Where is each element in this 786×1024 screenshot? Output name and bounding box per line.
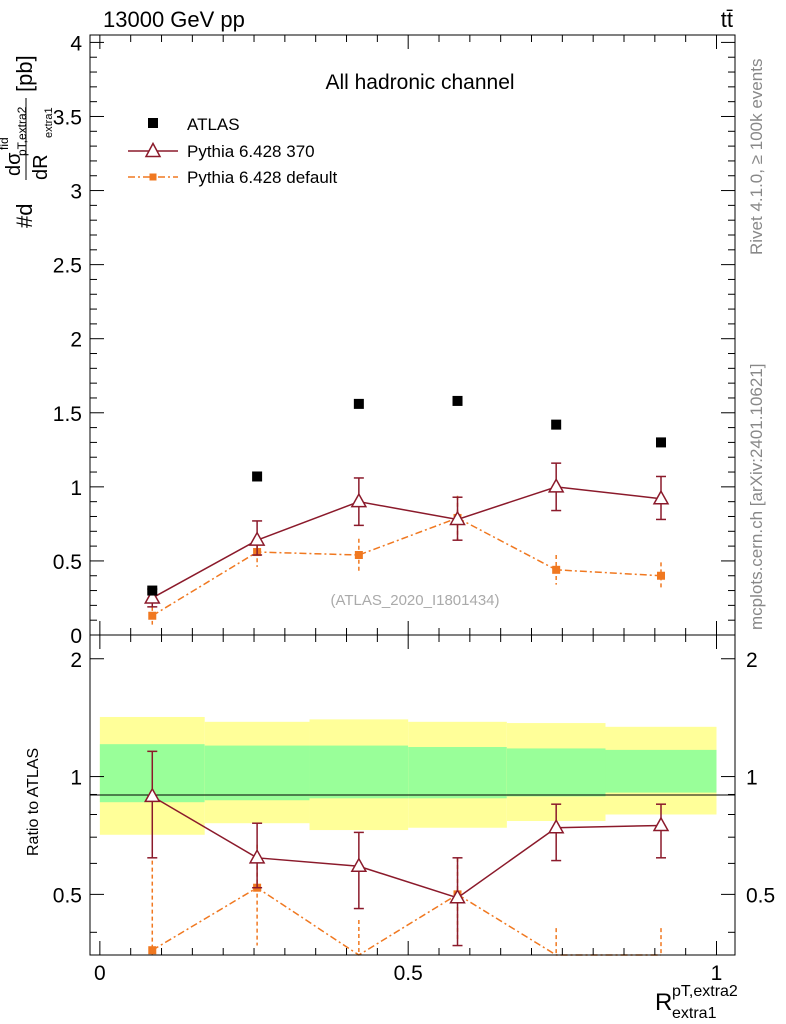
chart-title: All hadronic channel bbox=[325, 71, 514, 94]
pythia-370-point bbox=[350, 492, 368, 508]
xlabel-sub: extra1 bbox=[672, 1005, 717, 1022]
ratio-panel-frame bbox=[89, 634, 736, 956]
process-label: tt̄ bbox=[721, 7, 733, 32]
main-y-tick-label: 2 bbox=[70, 329, 82, 352]
pythia-370-point bbox=[547, 477, 565, 493]
atlas-point bbox=[656, 437, 667, 448]
legend-entry-atlas: ATLAS bbox=[148, 115, 240, 134]
main-y-tick-label: 2.5 bbox=[53, 255, 82, 278]
main-y-tick-label: 3.5 bbox=[53, 106, 82, 129]
ratio-y-tick-label-left: 1 bbox=[70, 767, 82, 790]
ratio-band-inner bbox=[309, 745, 409, 799]
pythia-default-point bbox=[657, 571, 666, 580]
main-series bbox=[144, 395, 670, 625]
pythia-370-point bbox=[449, 510, 466, 526]
ylabel-den-sub: extra1 bbox=[43, 107, 55, 138]
main-y-axis-label: #d dσ fid pT,extra2 dR extra1 [pb] bbox=[0, 55, 55, 228]
atlas-point bbox=[147, 585, 158, 596]
ratio-pythia-default-line bbox=[151, 886, 662, 956]
ratio-band-inner bbox=[408, 747, 507, 799]
legend-entry-pythia-default: Pythia 6.428 default bbox=[128, 168, 338, 187]
ylabel-unit: [pb] bbox=[12, 55, 37, 92]
ratio-pythia-370-point bbox=[652, 816, 670, 832]
ratio-band-inner bbox=[204, 745, 310, 801]
ratio-y-tick-label-right: 2 bbox=[746, 649, 758, 672]
pythia-default-point bbox=[552, 565, 561, 574]
atlas-point bbox=[252, 471, 263, 482]
main-panel: 0 0.5 1 1.5 2 2.5 3 3.5 4 All hadronic channel (… bbox=[0, 32, 736, 648]
ratio-pythia-370-point bbox=[350, 857, 368, 872]
x-tick-label: 0.5 bbox=[394, 962, 423, 985]
atlas-point bbox=[353, 398, 364, 409]
ratio-y-tick-label-left: 0.5 bbox=[53, 884, 82, 907]
atlas-point bbox=[452, 395, 463, 406]
ratio-pythia-default-point bbox=[148, 946, 157, 955]
energy-label: 13000 GeV pp bbox=[103, 7, 245, 32]
main-y-tick-label: 1 bbox=[70, 477, 82, 500]
atlas-point bbox=[551, 419, 562, 430]
main-y-tick-label: 3 bbox=[70, 181, 82, 204]
xlabel-sup: pT,extra2 bbox=[672, 983, 738, 1000]
pythia-370-point bbox=[144, 588, 161, 604]
ylabel-prefix: #d bbox=[12, 204, 37, 228]
ratio-pythia-370-point bbox=[449, 888, 466, 904]
main-y-tick-label: 1.5 bbox=[53, 403, 82, 426]
legend-pythia-default-marker bbox=[149, 173, 157, 181]
xlabel-base: R bbox=[655, 989, 672, 1016]
ratio-y-axis-label: Ratio to ATLAS bbox=[25, 748, 42, 856]
main-y-tick-label: 0.5 bbox=[53, 551, 82, 574]
ratio-pythia-370-line bbox=[151, 795, 662, 899]
legend-pythia-370-marker bbox=[144, 141, 162, 158]
ratio-pythia-370-point bbox=[144, 787, 161, 803]
pythia-370-point bbox=[248, 531, 266, 546]
ratio-bands bbox=[99, 716, 717, 835]
ylabel-sub: pT,extra2 bbox=[15, 106, 29, 156]
ratio-band-inner bbox=[605, 749, 717, 793]
legend-atlas-label: ATLAS bbox=[187, 115, 240, 134]
x-tick-label: 1 bbox=[711, 962, 723, 985]
ratio-band-inner bbox=[506, 748, 606, 797]
ratio-y-tick-label-left: 2 bbox=[70, 649, 82, 672]
ratio-pythia-370-point bbox=[547, 818, 565, 834]
ylabel-denominator: dR bbox=[30, 154, 52, 180]
rivet-label: Rivet 4.1.0, ≥ 100k events bbox=[747, 59, 766, 255]
pythia-370-point bbox=[652, 489, 670, 505]
ratio-axis-ticks bbox=[90, 635, 735, 955]
ratio-series bbox=[144, 750, 670, 956]
pythia-370-line bbox=[151, 486, 662, 599]
x-axis-label: R pT,extra2 extra1 bbox=[655, 983, 738, 1022]
legend-pythia-default-label: Pythia 6.428 default bbox=[187, 168, 338, 187]
ylabel-sup: fid bbox=[0, 137, 11, 150]
ratio-y-tick-labels: 0.5 0.5 1 1 2 2 bbox=[53, 649, 775, 908]
main-y-tick-labels: 0 0.5 1 1.5 2 2.5 3 3.5 4 bbox=[53, 32, 83, 648]
legend-atlas-marker bbox=[148, 118, 158, 128]
ratio-y-tick-label-right: 1 bbox=[746, 767, 758, 790]
x-tick-label: 0 bbox=[94, 962, 106, 985]
main-y-tick-label: 4 bbox=[70, 32, 82, 55]
pythia-default-point bbox=[354, 551, 363, 559]
main-axis-ticks bbox=[90, 35, 735, 636]
svg-text:#d: #d bbox=[12, 204, 37, 228]
x-tick-labels: 0 0.5 1 bbox=[94, 962, 722, 985]
mcplots-label: mcplots.cern.ch [arXiv:2401.10621] bbox=[747, 364, 766, 630]
pythia-default-point bbox=[148, 611, 157, 620]
legend-pythia-370-label: Pythia 6.428 370 bbox=[187, 142, 315, 161]
legend: ATLAS Pythia 6.428 370 Pythia 6.428 defa… bbox=[128, 115, 338, 187]
legend-entry-pythia-370: Pythia 6.428 370 bbox=[128, 141, 315, 161]
ratio-panel: 0.5 0.51 12 2 0 0.5 1 Ratio to ATLAS R pT,ext… bbox=[25, 634, 775, 1022]
ratio-pythia-370-point bbox=[248, 848, 266, 864]
main-y-tick-label: 0 bbox=[70, 625, 82, 648]
ylabel-numerator: dσ bbox=[3, 152, 25, 176]
analysis-id: (ATLAS_2020_I1801434) bbox=[330, 592, 499, 609]
ratio-y-tick-label-right: 0.5 bbox=[746, 884, 775, 907]
